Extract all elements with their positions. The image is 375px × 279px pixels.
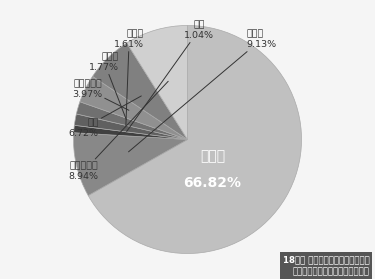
Text: 日本
1.04%: 日本 1.04% [127,20,214,131]
Text: オセアニア
3.97%: オセアニア 3.97% [72,80,129,110]
Text: その他
9.13%: その他 9.13% [129,30,277,152]
Wedge shape [74,114,188,140]
Text: アジア: アジア [200,150,225,163]
Wedge shape [74,125,188,140]
Wedge shape [127,25,188,140]
Wedge shape [88,25,302,254]
Text: 66.82%: 66.82% [184,176,242,190]
Text: 中南米
1.77%: 中南米 1.77% [89,52,126,119]
Wedge shape [74,133,188,196]
Wedge shape [80,76,188,140]
Text: ハワイ
1.61%: ハワイ 1.61% [114,30,144,126]
Text: 北米
6.72%: 北米 6.72% [69,96,141,138]
Wedge shape [76,102,188,140]
Text: 18年度 東京海上日動海外旅行保険
事故地別保険金支払件数ウエイト: 18年度 東京海上日動海外旅行保険 事故地別保険金支払件数ウエイト [283,255,369,276]
Wedge shape [93,43,188,140]
Text: ヨーロッパ
8.94%: ヨーロッパ 8.94% [69,81,168,181]
